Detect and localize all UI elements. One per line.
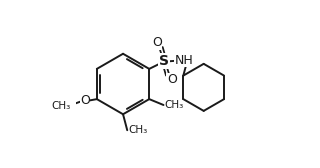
Text: CH₃: CH₃ [164,100,184,110]
Text: NH: NH [174,54,193,67]
Text: CH₃: CH₃ [128,125,147,135]
Text: O: O [80,94,90,107]
Text: O: O [152,36,162,49]
Text: O: O [167,73,177,86]
Text: S: S [159,54,169,68]
Text: CH₃: CH₃ [52,101,71,111]
